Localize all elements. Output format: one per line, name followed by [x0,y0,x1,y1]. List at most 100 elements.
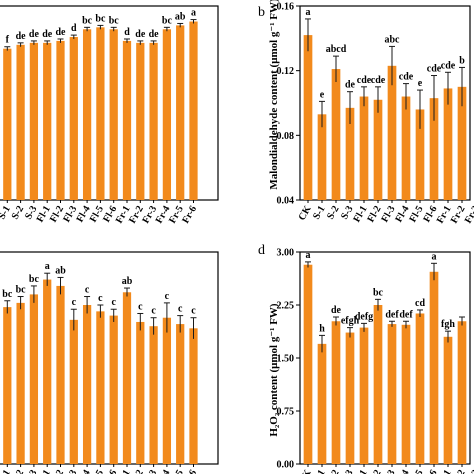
x-tick-label-d: S-1 [311,468,327,474]
significance-letter-d: efgh [341,316,360,327]
bar-c-Fr-1 [122,292,132,464]
x-tick-label-c: S-3 [23,468,39,474]
significance-letter-d: defg [355,311,373,322]
x-tick-label-b: Fl-1 [351,204,369,224]
significance-letter-b: e [320,89,325,100]
bar-a-Fr-6 [189,21,198,200]
bar-b-Fr-1 [443,88,453,200]
bar-b-Fl-5 [415,109,425,200]
bar-b-S-2 [331,69,341,200]
x-tick-label-b: Fl-4 [393,204,411,224]
x-tick-label-b: S-1 [311,204,327,222]
x-tick-label-d: Fl-3 [379,468,397,474]
significance-letter-c: a [45,261,50,272]
y-tick-label-d: 3.00 [277,248,295,259]
significance-letter-a: a [191,8,196,19]
x-tick-label-a: Fr-6 [180,204,199,226]
bar-b-Fl-1 [359,96,369,200]
x-tick-label-c: S-1 [0,468,13,474]
significance-letter-b: a [306,7,311,18]
bar-d-S-1 [317,343,327,464]
bar-d-Fl-4 [401,324,411,464]
significance-letter-d: a [306,250,311,261]
bar-a-Fl-2 [56,40,65,200]
bar-a-Fl-4 [82,29,92,201]
plot-frame-c [0,251,219,465]
bar-d-Fl-2 [373,305,383,464]
y-axis-label-d: H₂O₂ content (μmol g⁻¹ FW) [268,303,280,436]
bar-c-S-3 [29,294,39,464]
plot-frame-b [299,5,471,201]
bar-b-CK [303,35,313,200]
bar-a-Fl-6 [109,29,118,201]
x-tick-label-c: Fl-1 [35,468,53,474]
bar-c-Fl-5 [96,311,105,464]
panel-c: CKS-1bcS-2bcS-3bcFl-1aFl-2abFl-3cFl-4cFl… [0,251,219,474]
y-tick-label-d: 1.50 [277,354,295,365]
x-tick-label-b: CK [297,204,314,223]
significance-letter-c: bc [29,274,40,285]
x-tick-label-d: Fl-1 [351,468,369,474]
significance-letter-b: abcd [326,44,347,55]
bar-c-Fl-1 [43,279,52,464]
bar-c-Fr-2 [136,321,145,464]
significance-letter-a: bc [162,15,173,26]
bar-d-Fl-1 [359,327,369,464]
significance-letter-b: de [345,80,356,91]
bar-d-S-2 [331,321,341,464]
y-tick-label-b: 0.04 [277,196,295,207]
significance-letter-a: bc [95,13,106,24]
bar-d-Fl-3 [387,324,397,464]
significance-letter-c: c [111,297,116,308]
significance-letter-c: c [138,301,143,312]
significance-letter-b: b [459,55,465,66]
significance-letter-a: bc [82,15,93,26]
significance-letter-c: c [178,304,183,315]
bar-a-Fr-4 [162,29,172,201]
significance-letter-b: cde [427,64,442,75]
significance-letter-b: e [418,78,423,89]
x-tick-label-c: Fr-2 [127,468,146,474]
significance-letter-b: abc [385,34,401,45]
significance-letter-d: fgh [441,319,455,330]
x-tick-label-a: S-2 [10,204,26,222]
plot-frame-a [0,5,219,201]
bar-a-Fl-1 [43,42,52,200]
x-tick-label-c: Fl-3 [61,468,79,474]
significance-letter-a: de [135,29,146,40]
significance-letter-c: bc [16,285,27,296]
significance-letter-a: de [16,31,27,42]
bar-b-Fl-4 [401,96,411,200]
panel-a: CKS-1fS-2deS-3deFl-1deFl-2deFl-3dFl-4bcF… [0,5,219,226]
significance-letter-b: cde [441,60,456,71]
significance-letter-a: d [124,27,130,38]
bar-a-Fr-3 [149,42,158,200]
panel-b: 0.040.080.120.16CKaS-1eS-2abcdS-3deFl-1c… [277,2,474,226]
bar-d-Fl-5 [415,313,425,464]
significance-letter-d: de [331,305,342,316]
x-tick-label-c: Fl-4 [75,468,93,474]
significance-letter-c: c [72,297,77,308]
panel-label-d: d [258,243,265,258]
x-tick-label-d: Fr-2 [449,468,468,474]
significance-letter-a: de [56,27,67,38]
x-tick-label-c: Fr-1 [114,468,133,474]
bar-a-Fr-5 [176,25,185,201]
y-tick-label-b: 0.12 [277,66,295,77]
x-tick-label-c: Fr-3 [140,468,159,474]
significance-letter-b: cde [371,75,386,86]
x-tick-label-c: Fl-5 [88,468,106,474]
x-tick-label-b: Fl-3 [379,204,397,224]
bar-b-Fl-6 [429,98,439,200]
x-tick-label-b: Fr-3 [463,204,474,226]
bar-c-Fr-5 [176,324,185,464]
significance-letter-a: d [71,23,77,34]
bar-b-S-1 [317,114,327,200]
bar-c-Fl-3 [69,319,78,464]
significance-letter-d: a [432,251,437,262]
x-tick-label-c: S-2 [10,468,26,474]
y-tick-label-d: 0.00 [277,460,295,471]
x-tick-label-c: Fl-2 [48,468,66,474]
bar-a-Fr-1 [122,40,132,200]
